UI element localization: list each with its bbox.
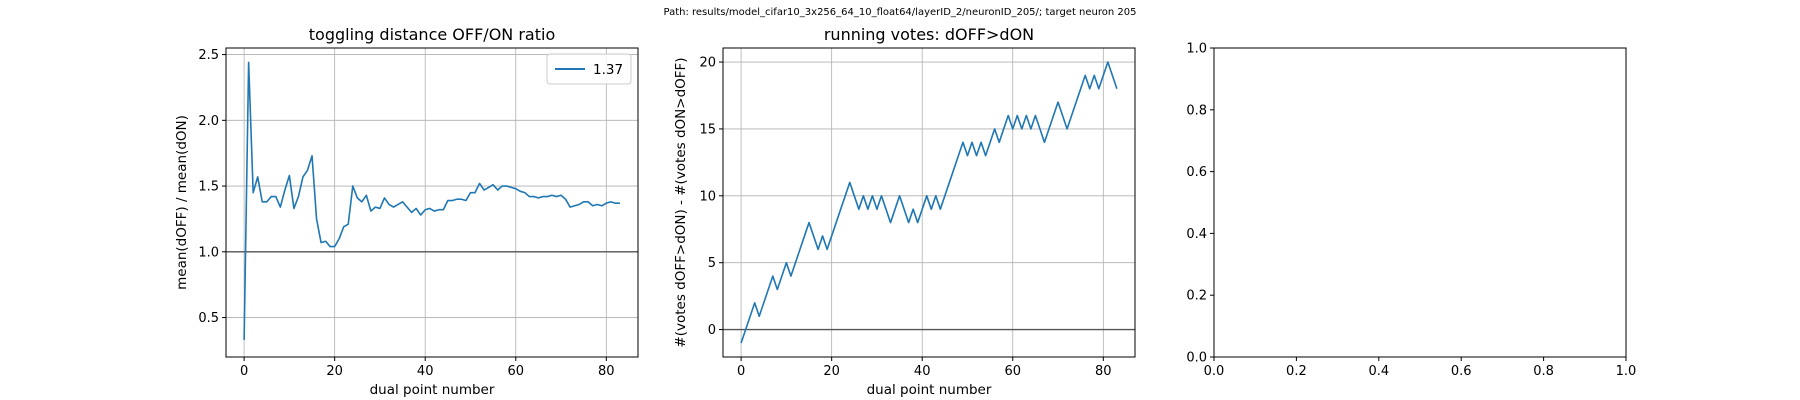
legend-box [546, 53, 632, 85]
x-tick-label: 0 [240, 364, 248, 379]
y-tick-label: 1.0 [1186, 42, 1207, 57]
figure-suptitle: Path: results/model_cifar10_3x256_64_10_… [663, 7, 1137, 18]
y-tick-label: 10 [699, 189, 716, 204]
y-tick-label: 1.0 [198, 245, 219, 260]
x-tick-label: 80 [1095, 364, 1112, 379]
x-tick-label: 0.0 [1204, 364, 1225, 379]
y-tick-label: 0.0 [1186, 351, 1207, 366]
legend: 1.37 [546, 53, 632, 85]
x-axis-label: dual point number [867, 382, 992, 398]
x-tick-label: 80 [598, 364, 615, 379]
y-axis-label: mean(dOFF) / mean(dON) [174, 115, 190, 290]
x-tick-label: 0.4 [1368, 364, 1389, 379]
y-tick-label: 0.2 [1186, 289, 1207, 304]
axes-frame [1213, 47, 1627, 358]
x-tick-label: 0 [737, 364, 745, 379]
axes-frame [722, 47, 1136, 358]
x-tick-label: 20 [326, 364, 343, 379]
y-tick-label: 2.0 [198, 114, 219, 129]
x-tick-label: 40 [417, 364, 434, 379]
chart-title: toggling distance OFF/ON ratio [309, 25, 555, 44]
series-line-1 [243, 61, 620, 340]
chart-title: running votes: dOFF>dON [824, 25, 1034, 44]
y-tick-label: 15 [699, 122, 716, 137]
chart-panel-3: 0.0 0.2 0.4 0.6 0.8 1.0 0.0 0.2 0.4 0.6 0.8 1.0 [1186, 42, 1636, 380]
y-tick-label: 0.6 [1186, 165, 1207, 180]
y-tick-label: 0.4 [1186, 227, 1207, 242]
chart-panel-1: 0 20 40 60 80 0.5 1.0 1.5 2.0 2.5 toggling distanc… [174, 25, 639, 398]
x-tick-label: 0.8 [1533, 364, 1554, 379]
x-tick-label: 60 [1004, 364, 1021, 379]
y-tick-label: 1.5 [198, 180, 219, 195]
x-tick-label: 0.2 [1286, 364, 1307, 379]
x-tick-label: 40 [914, 364, 931, 379]
y-tick-label: 0.8 [1186, 103, 1207, 118]
y-tick-label: 5 [708, 256, 716, 271]
axes-frame [225, 47, 639, 358]
y-tick-label: 0.5 [198, 311, 219, 326]
series-line-1 [740, 61, 1118, 344]
y-axis-label: #(votes dOFF>dON) - #(votes dON>dOFF) [673, 57, 689, 347]
x-tick-label: 20 [823, 364, 840, 379]
x-tick-label: 1.0 [1616, 364, 1637, 379]
y-tick-label: 0 [708, 323, 716, 338]
x-tick-label: 60 [507, 364, 524, 379]
legend-label: 1.37 [593, 62, 623, 78]
x-tick-label: 0.6 [1451, 364, 1472, 379]
y-tick-label: 2.5 [198, 48, 219, 63]
chart-panel-2: 0 20 40 60 80 0 5 10 15 20 running votes: dOFF>dON… [673, 25, 1136, 398]
y-tick-label: 20 [699, 56, 716, 71]
x-axis-label: dual point number [370, 382, 495, 398]
